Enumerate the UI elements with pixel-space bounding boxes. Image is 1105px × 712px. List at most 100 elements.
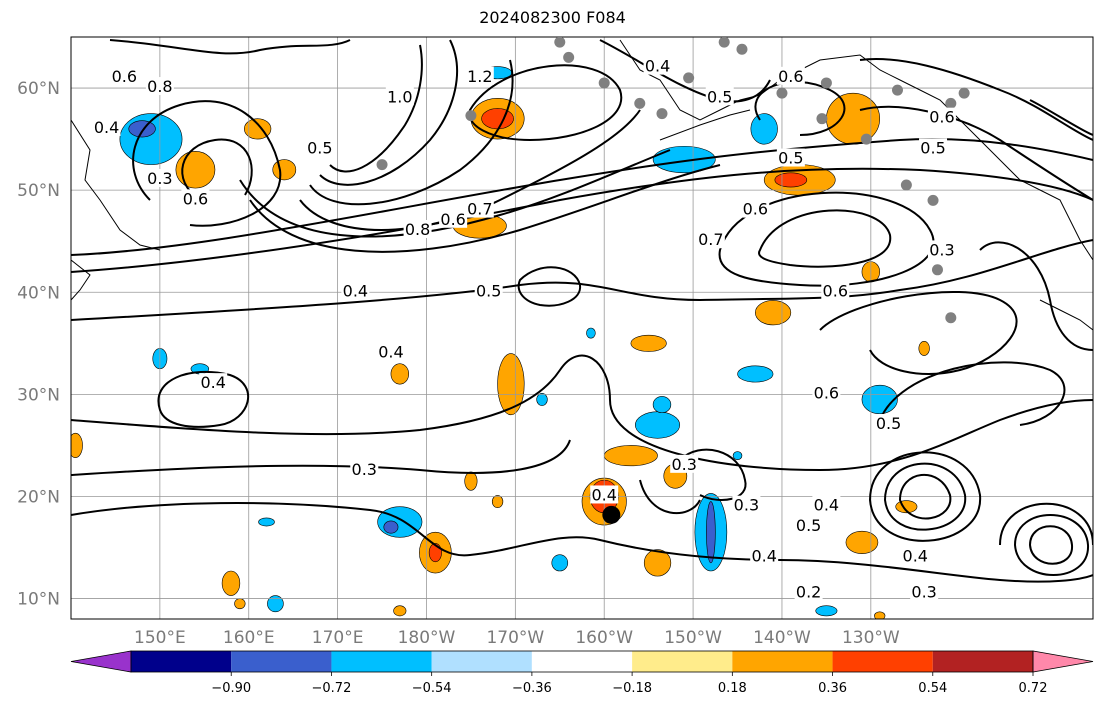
contour-label: 0.3 (671, 455, 696, 474)
contour-label: 0.5 (476, 281, 501, 300)
anomaly-patch (861, 384, 898, 415)
contour-label-bg (92, 117, 121, 136)
contour-line (679, 448, 747, 501)
station-marker (816, 113, 828, 125)
contour-label-bg (199, 373, 228, 392)
longitude-tick-label: 170°W (486, 628, 544, 648)
contour-line (979, 241, 1093, 351)
contour-label: 1.2 (467, 67, 492, 86)
contour-line (999, 502, 1093, 546)
contour-line (71, 239, 1093, 321)
colorbar-segment (431, 651, 532, 672)
anomaly-patch (128, 120, 156, 138)
colorbar-tick-label: 0.36 (818, 681, 847, 696)
contour-label: 0.3 (352, 460, 377, 479)
map-background (71, 37, 1093, 619)
contour-label-bg (145, 77, 174, 96)
contour-label-bg (305, 138, 334, 157)
station-marker (860, 133, 872, 145)
contour-line (71, 502, 1093, 583)
contour-label-bg (927, 240, 956, 259)
contour-label-bg (474, 281, 503, 300)
contour-label-bg (696, 230, 725, 249)
latitude-tick-label: 50°N (17, 181, 60, 201)
contour-label: 0.6 (823, 281, 848, 300)
contour-line (639, 479, 701, 514)
station-marker (376, 159, 388, 171)
colorbar-tick-label: −0.36 (512, 681, 552, 696)
contour-label: 0.6 (929, 108, 954, 127)
map-title: 2024082300 F084 (479, 8, 626, 27)
colorbar-segment (531, 651, 633, 672)
contour-line (1028, 525, 1074, 565)
latitude-tick-label: 20°N (17, 487, 60, 507)
contour-label-bg (794, 582, 823, 601)
contour-label-bg (403, 220, 432, 238)
anomaly-patch (635, 411, 681, 439)
colorbar-segment (732, 651, 833, 672)
colorbar-tick-label: −0.72 (312, 681, 352, 696)
station-marker (598, 77, 610, 89)
anomaly-patch (774, 172, 808, 188)
contour-line (517, 266, 582, 307)
contour-label: 0.5 (796, 516, 821, 535)
contour-label-bg (794, 516, 823, 535)
contour-line (71, 354, 1093, 472)
colorbar-segment (231, 651, 332, 672)
station-marker (931, 264, 943, 276)
contour-label-bg (385, 87, 414, 106)
contour-label: 0.6 (183, 189, 208, 208)
contour-label-bg (901, 546, 930, 565)
contour-label-bg (705, 87, 734, 106)
anomaly-patch (737, 365, 774, 383)
contour-label: 0.4 (751, 547, 776, 566)
colorbar-tick-label: −0.90 (211, 681, 251, 696)
contour-label: 0.4 (343, 281, 368, 300)
contour-label-bg (919, 138, 948, 157)
contour-label: 0.5 (778, 149, 803, 168)
anomaly-patch (383, 520, 399, 534)
contour-line (329, 44, 423, 173)
anomaly-patch (706, 501, 716, 564)
colorbar: −0.90 −0.72 −0.54 −0.36 −0.18 0.18 0.36 0.54 0.7… (70, 650, 1094, 696)
contour-line (299, 109, 641, 231)
colorbar-segment (832, 651, 933, 672)
anomaly-patch (175, 151, 216, 189)
station-marker (820, 77, 832, 89)
contour-label-bg (670, 454, 699, 473)
anomaly-patch (652, 396, 672, 414)
station-marker (927, 194, 939, 206)
contour-line (109, 39, 351, 55)
contour-label-bg (465, 66, 494, 85)
contour-line (868, 451, 982, 542)
contour-label-bg (776, 148, 805, 167)
station-marker (554, 37, 566, 48)
anomaly-patch (732, 451, 743, 461)
anomaly-patch (750, 113, 778, 145)
map-frame (70, 36, 1094, 620)
contour-line (249, 164, 721, 253)
anomaly-patch (603, 445, 658, 467)
longitude-tick-label: 150°W (664, 628, 722, 648)
anomaly-patch (874, 611, 886, 619)
contour-label-bg (741, 199, 770, 218)
colorbar-tick-label: 0.54 (918, 681, 947, 696)
anomaly-patch (586, 327, 596, 339)
contour-line (319, 39, 458, 186)
anomaly-patch (481, 108, 514, 130)
anomaly-patch (234, 598, 246, 610)
contour-label: 0.7 (467, 200, 492, 219)
station-marker (634, 97, 646, 109)
anomaly-patch (754, 300, 792, 326)
contour-label-bg (776, 66, 805, 85)
hurricane-marker (602, 505, 621, 524)
coastline (1039, 299, 1093, 331)
contour-line (754, 81, 846, 136)
contour-label-bg (927, 107, 956, 126)
contour-label-bg (181, 189, 210, 208)
contour-label: 0.6 (743, 200, 768, 219)
contour-label-layer: 0.60.80.40.30.60.51.21.00.80.60.70.4 0.50… (92, 57, 956, 601)
station-marker (958, 87, 970, 99)
station-marker (891, 84, 903, 96)
contour-label-bg (110, 66, 139, 85)
